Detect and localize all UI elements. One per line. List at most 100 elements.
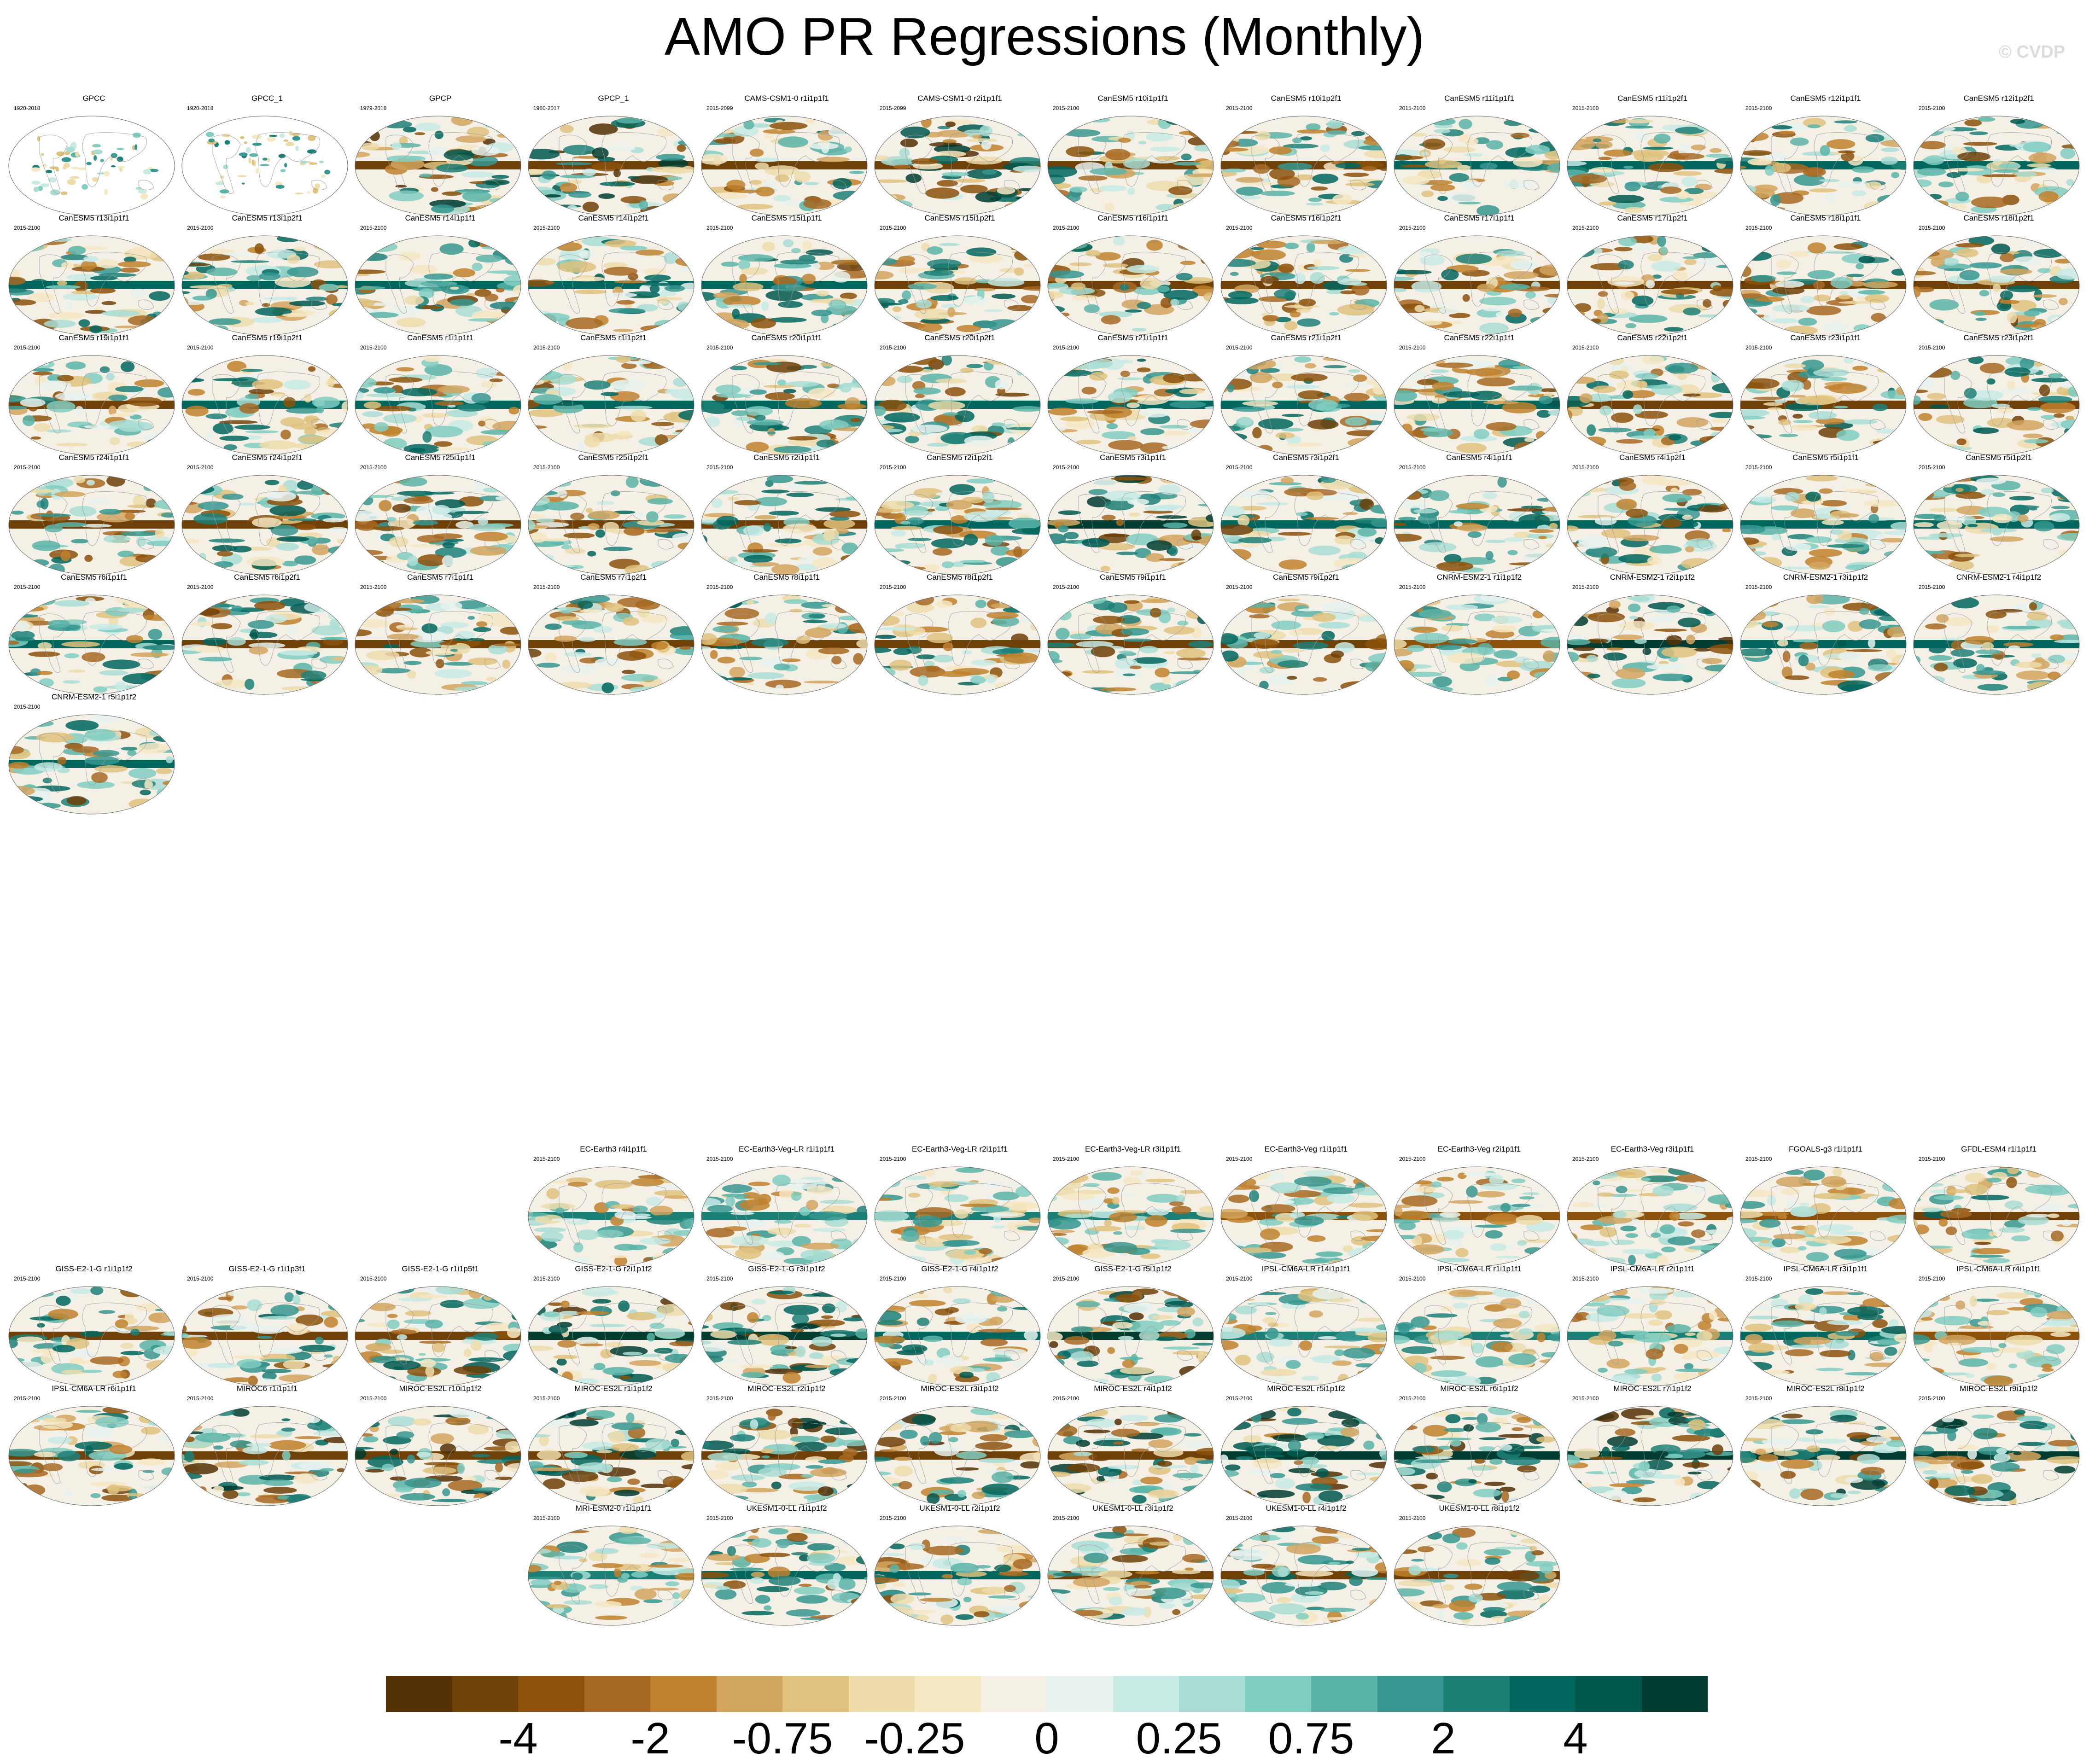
panel-title: CNRM-ESM2-1 r3i1p1f2 [1783,573,1868,582]
colorbar-segment [1311,1676,1377,1712]
panel-years: 2015-2100 [360,584,387,590]
panel-years: 2015-2100 [1399,1275,1426,1282]
map-panel: GPCC_1 1920-2018 [181,94,354,216]
robinson-map [1394,475,1560,575]
map-panel: CanESM5 r3i1p1f1 2015-2100 [1046,453,1220,575]
panel-years: 2015-2100 [1226,225,1253,231]
robinson-map [874,475,1041,575]
panel-years: 2015-2100 [14,464,41,471]
map-panel: UKESM1-0-LL r1i1p1f2 2015-2100 [700,1504,873,1626]
panel-years: 2015-2100 [880,464,906,471]
robinson-map [1047,235,1214,336]
robinson-map [8,116,175,216]
robinson-map [1740,594,1907,695]
panel-title: UKESM1-0-LL r2i1p1f2 [919,1504,1000,1513]
robinson-map [528,1406,694,1506]
robinson-map [1047,116,1214,216]
panel-title: CanESM5 r17i1p2f1 [1617,214,1688,222]
panel-title: CNRM-ESM2-1 r2i1p1f2 [1610,573,1695,582]
panel-title: CanESM5 r15i1p1f1 [751,214,822,222]
robinson-map [355,1406,521,1506]
panel-title: EC-Earth3-Veg-LR r1i1p1f1 [739,1145,834,1153]
map-panel: CanESM5 r16i1p1f1 2015-2100 [1046,214,1220,336]
robinson-map [1220,1525,1387,1626]
panel-title: CanESM5 r14i1p1f1 [405,214,476,222]
robinson-map [1394,594,1560,695]
map-panel: CanESM5 r1i1p2f1 2015-2100 [527,333,700,455]
robinson-map [701,235,868,336]
colorbar-segment [980,1676,1047,1712]
panel-years: 2015-2100 [1572,344,1599,351]
colorbar-segment [1377,1676,1443,1712]
robinson-map [1394,355,1560,455]
robinson-map [1394,116,1560,216]
panel-years: 2015-2100 [1226,584,1253,590]
panel-title: GISS-E2-1-G r5i1p1f2 [1094,1264,1172,1273]
panel-years: 2015-2100 [360,225,387,231]
robinson-map [528,1525,694,1626]
colorbar-segment [584,1676,650,1712]
panel-years: 2015-2100 [1919,105,1945,111]
map-panel: MIROC6 r1i1p1f1 2015-2100 [181,1384,354,1506]
panel-years: 2015-2100 [1572,1156,1599,1162]
robinson-map [1567,475,1733,575]
panel-title: CanESM5 r7i1p1f1 [407,573,473,582]
panel-title: CanESM5 r25i1p1f1 [405,453,476,462]
robinson-map [1913,594,2080,695]
map-panel: UKESM1-0-LL r3i1p1f2 2015-2100 [1046,1504,1220,1626]
robinson-map [528,1166,694,1267]
robinson-map [1394,1286,1560,1386]
robinson-map [355,235,521,336]
panel-title: CanESM5 r8i1p2f1 [927,573,993,582]
robinson-map [1047,475,1214,575]
panel-title: IPSL-CM6A-LR r1i1p1f1 [1437,1264,1522,1273]
panel-years: 2015-2100 [1226,464,1253,471]
map-panel: CanESM5 r19i1p1f1 2015-2100 [7,333,181,455]
panel-title: CanESM5 r13i1p2f1 [232,214,303,222]
map-panel: EC-Earth3 r4i1p1f1 2015-2100 [527,1145,700,1267]
panel-years: 2015-2100 [1226,1395,1253,1402]
panel-title: CanESM5 r3i1p1f1 [1100,453,1166,462]
map-panel: CNRM-ESM2-1 r2i1p1f2 2015-2100 [1566,573,1739,695]
robinson-map [181,355,348,455]
map-panel: CanESM5 r10i1p2f1 2015-2100 [1220,94,1393,216]
panel-years: 2015-2100 [1745,344,1772,351]
map-panel: CanESM5 r24i1p1f1 2015-2100 [7,453,181,575]
panel-title: UKESM1-0-LL r4i1p1f2 [1266,1504,1347,1513]
panel-years: 2015-2100 [1399,1156,1426,1162]
panel-years: 2015-2100 [14,1395,41,1402]
panel-title: CanESM5 r16i1p2f1 [1271,214,1342,222]
panel-years: 2015-2100 [706,1395,733,1402]
map-panel: MIROC-ES2L r10i1p1f2 2015-2100 [354,1384,527,1506]
colorbar-segment [848,1676,915,1712]
map-panel: CanESM5 r14i1p1f1 2015-2100 [354,214,527,336]
panel-title: CanESM5 r14i1p2f1 [578,214,649,222]
map-panel: CanESM5 r13i1p2f1 2015-2100 [181,214,354,336]
map-panel: IPSL-CM6A-LR r2i1p1f1 2015-2100 [1566,1264,1739,1386]
panel-years: 2015-2100 [1053,1156,1080,1162]
panel-title: CanESM5 r4i1p2f1 [1619,453,1686,462]
map-panel: EC-Earth3-Veg r1i1p1f1 2015-2100 [1220,1145,1393,1267]
map-panel: CanESM5 r2i1p2f1 2015-2100 [873,453,1046,575]
panel-title: CanESM5 r6i1p2f1 [234,573,300,582]
robinson-map [1740,235,1907,336]
map-panel: MIROC-ES2L r7i1p1f2 2015-2100 [1566,1384,1739,1506]
panel-years: 2015-2100 [1053,1515,1080,1521]
colorbar-segment [650,1676,717,1712]
panel-title: GISS-E2-1-G r4i1p1f2 [921,1264,998,1273]
panel-years: 2015-2100 [1919,1156,1945,1162]
panel-title: CanESM5 r18i1p1f1 [1790,214,1861,222]
panel-title: MIROC-ES2L r2i1p1f2 [747,1384,826,1393]
panel-years: 2015-2100 [533,1156,560,1162]
map-panel: CanESM5 r6i1p1f1 2015-2100 [7,573,181,695]
panel-years: 2015-2100 [533,1395,560,1402]
robinson-map [355,475,521,575]
panel-years: 2015-2100 [1745,464,1772,471]
map-panel: CanESM5 r23i1p2f1 2015-2100 [1912,333,2085,455]
panel-years: 2015-2100 [1399,584,1426,590]
map-panel: IPSL-CM6A-LR r3i1p1f1 2015-2100 [1739,1264,1912,1386]
panel-years: 2015-2100 [1399,1395,1426,1402]
robinson-map [528,116,694,216]
robinson-map [181,1406,348,1506]
panel-title: GPCC [82,94,105,103]
